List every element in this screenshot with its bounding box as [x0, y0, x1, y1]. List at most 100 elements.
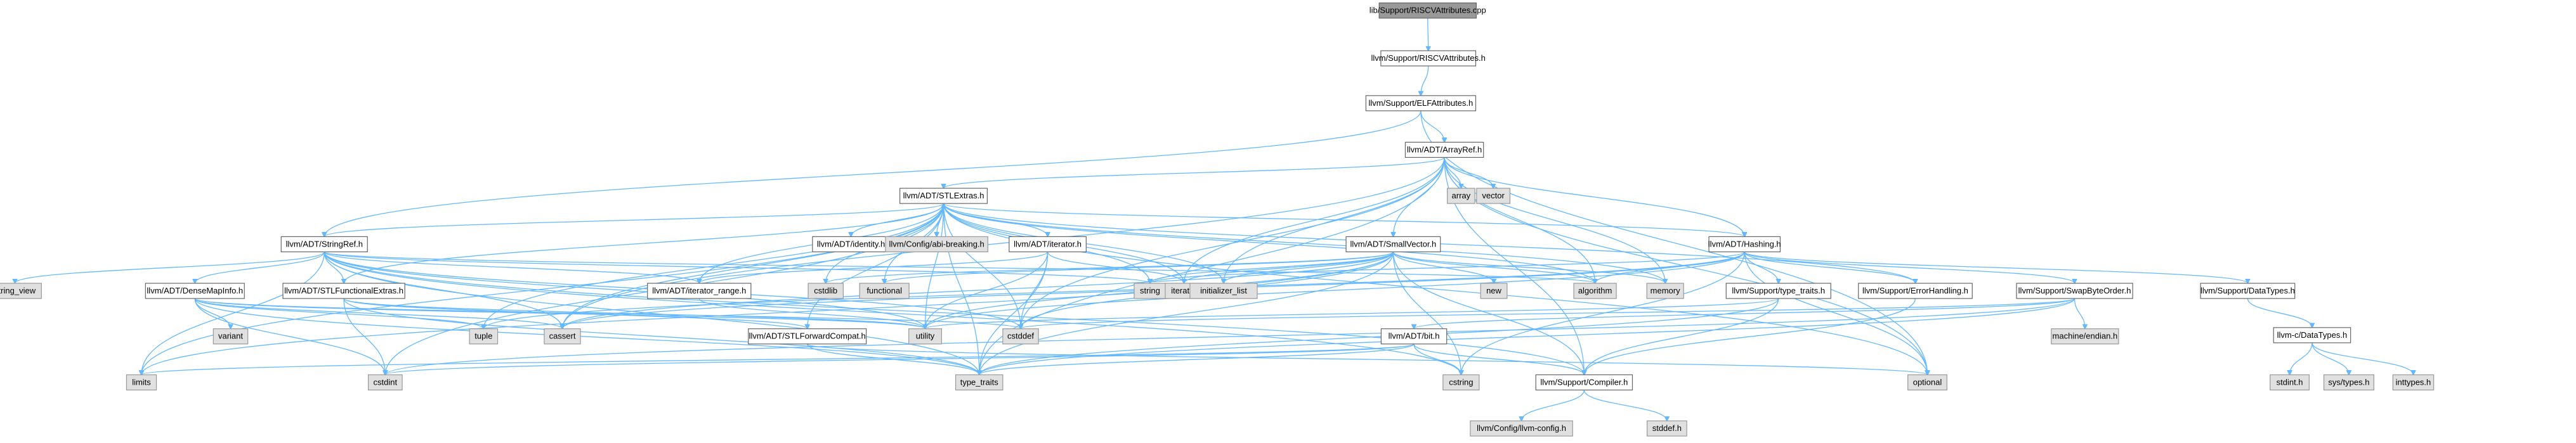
node-elfattr[interactable]: llvm/Support/ELFAttributes.h [1365, 95, 1477, 112]
edge-hashing-to-swapbyteorder [1744, 251, 2074, 283]
node-typetraitsh[interactable]: llvm/Support/type_traits.h [1725, 283, 1831, 299]
node-label-elfattr: llvm/Support/ELFAttributes.h [1369, 98, 1474, 108]
edge-arrayref-to-array [1444, 157, 1461, 188]
node-riscvattr[interactable]: llvm/Support/RISCVAttributes.h [1371, 50, 1486, 67]
edge-swapbyteorder-to-cstdint [385, 298, 2076, 375]
node-box-limits [126, 374, 157, 390]
edge-bit-to-cstring [1413, 343, 1461, 375]
node-inttypes: inttypes.h [2392, 374, 2435, 390]
edge-elfattr-to-arrayref [1420, 110, 1444, 143]
edge-hashing-to-algorithm [1595, 252, 1745, 283]
node-label-systypes: sys/types.h [2328, 377, 2369, 387]
node-iterrange[interactable]: llvm/ADT/iterator_range.h [647, 283, 752, 299]
node-box-utility [908, 328, 942, 345]
edge-arrayref-to-stlextras [944, 157, 1445, 188]
edge-swapbyteorder-to-bit [1414, 298, 2076, 329]
node-box-vector [1476, 188, 1510, 204]
node-errorhandling[interactable]: llvm/Support/ErrorHandling.h [1858, 283, 1973, 299]
edge-smallvector-to-limits [141, 252, 1394, 375]
edge-compiler-to-llvmconfig [1522, 390, 1585, 421]
node-machineendian: machine/endian.h [2051, 328, 2119, 345]
node-stringref[interactable]: llvm/ADT/StringRef.h [280, 236, 368, 253]
node-box-datatypes [2200, 283, 2296, 299]
node-label-bit: llvm/ADT/bit.h [1389, 331, 1440, 341]
edge-smallvector-to-type_traits [979, 252, 1394, 375]
node-label-algorithm: algorithm [1578, 286, 1612, 295]
node-label-initlist: initializer_list [1200, 286, 1247, 295]
node-label-swapbyteorder: llvm/Support/SwapByteOrder.h [2018, 286, 2131, 295]
node-initlist: initializer_list [1189, 283, 1258, 299]
node-box-arrayref [1404, 141, 1484, 158]
edge-smallvector-to-string [1150, 252, 1394, 283]
edge-typetraitsh-to-type_traits [979, 298, 1779, 375]
node-functional: functional [859, 283, 910, 299]
node-box-stlfunctional [282, 283, 405, 299]
node-label-inttypes: inttypes.h [2396, 377, 2431, 387]
edge-stlforward-to-optional [807, 343, 1928, 375]
node-swapbyteorder[interactable]: llvm/Support/SwapByteOrder.h [2016, 283, 2133, 299]
node-bit[interactable]: llvm/ADT/bit.h [1380, 328, 1448, 345]
edge-smallvector-to-initlist [1224, 252, 1394, 283]
node-box-string_view [0, 283, 42, 299]
node-compiler[interactable]: llvm/Support/Compiler.h [1535, 374, 1633, 390]
node-hashing[interactable]: llvm/ADT/Hashing.h [1708, 236, 1781, 253]
node-label-errorhandling: llvm/Support/ErrorHandling.h [1862, 286, 1968, 295]
edge-swapbyteorder-to-type_traits [979, 298, 2076, 375]
node-box-abibreaking [885, 236, 988, 253]
edge-typetraitsh-to-compiler [1584, 298, 1779, 375]
node-string_view: string_view [0, 283, 42, 299]
edge-hashing-to-datatypes [1744, 251, 2247, 283]
edge-smallvector-to-functional [884, 251, 1394, 283]
node-stlfunctional[interactable]: llvm/ADT/STLFunctionalExtras.h [282, 283, 405, 299]
edge-arrayref-to-initlist [1224, 157, 1445, 283]
node-label-root: lib/Support/RISCVAttributes.cpp [1370, 6, 1486, 15]
node-box-errorhandling [1858, 283, 1973, 299]
node-label-smallvector: llvm/ADT/SmallVector.h [1350, 239, 1436, 248]
node-box-elfattr [1365, 95, 1477, 112]
node-limits: limits [126, 374, 157, 390]
node-label-stlfunctional: llvm/ADT/STLFunctionalExtras.h [284, 286, 403, 295]
node-identity[interactable]: llvm/ADT/identity.h [812, 236, 890, 253]
node-stdint: stdint.h [2270, 374, 2310, 390]
node-label-limits: limits [132, 377, 151, 387]
node-label-stddef: stddef.h [1652, 423, 1682, 433]
node-type_traits: type_traits [955, 374, 1004, 390]
edge-hashing-to-errorhandling [1744, 252, 1915, 283]
node-cstdint: cstdint [367, 374, 403, 390]
node-box-machineendian [2051, 328, 2119, 345]
node-label-iteratorh: llvm/ADT/iterator.h [1014, 239, 1082, 248]
node-box-memory [1646, 283, 1684, 299]
edge-arrayref-to-cassert [563, 157, 1445, 328]
node-densemapinfo[interactable]: llvm/ADT/DenseMapInfo.h [145, 283, 245, 299]
edge-stringref-to-string [324, 251, 1150, 283]
node-cstring: cstring [1442, 374, 1480, 390]
node-box-stddef [1646, 420, 1687, 437]
node-label-stlextras: llvm/ADT/STLExtras.h [903, 191, 984, 200]
node-llvmconfig: llvm/Config/llvm-config.h [1470, 420, 1573, 437]
edge-swapbyteorder-to-cstddef [1021, 298, 2076, 329]
edge-smallvector-to-cstring [1392, 252, 1461, 375]
edge-stringref-to-limits [141, 252, 325, 375]
node-stlextras[interactable]: llvm/ADT/STLExtras.h [899, 188, 988, 204]
node-arrayref[interactable]: llvm/ADT/ArrayRef.h [1404, 141, 1484, 158]
node-box-bit [1380, 328, 1448, 345]
edge-cdatatypes-to-inttypes [2311, 342, 2414, 375]
node-vector: vector [1476, 188, 1510, 204]
node-algorithm: algorithm [1573, 283, 1617, 299]
node-box-riscvattr [1380, 50, 1477, 67]
node-smallvector[interactable]: llvm/ADT/SmallVector.h [1345, 236, 1441, 253]
node-label-memory: memory [1651, 286, 1680, 295]
node-box-initlist [1189, 283, 1258, 299]
edge-stringref-to-iterrange [324, 251, 699, 283]
node-label-cstdint: cstdint [374, 377, 398, 387]
node-box-cdatatypes [2273, 327, 2351, 343]
node-box-llvmconfig [1470, 420, 1573, 437]
node-box-swapbyteorder [2016, 283, 2133, 299]
node-label-vector: vector [1482, 191, 1505, 200]
node-cdatatypes[interactable]: llvm-c/DataTypes.h [2273, 327, 2351, 343]
node-datatypes[interactable]: llvm/Support/DataTypes.h [2200, 283, 2296, 299]
node-box-stdint [2270, 374, 2310, 390]
node-iteratorh[interactable]: llvm/ADT/iterator.h [1009, 236, 1087, 253]
node-stlforward[interactable]: llvm/ADT/STLForwardCompat.h [748, 328, 867, 345]
node-label-riscvattr: llvm/Support/RISCVAttributes.h [1371, 53, 1485, 63]
